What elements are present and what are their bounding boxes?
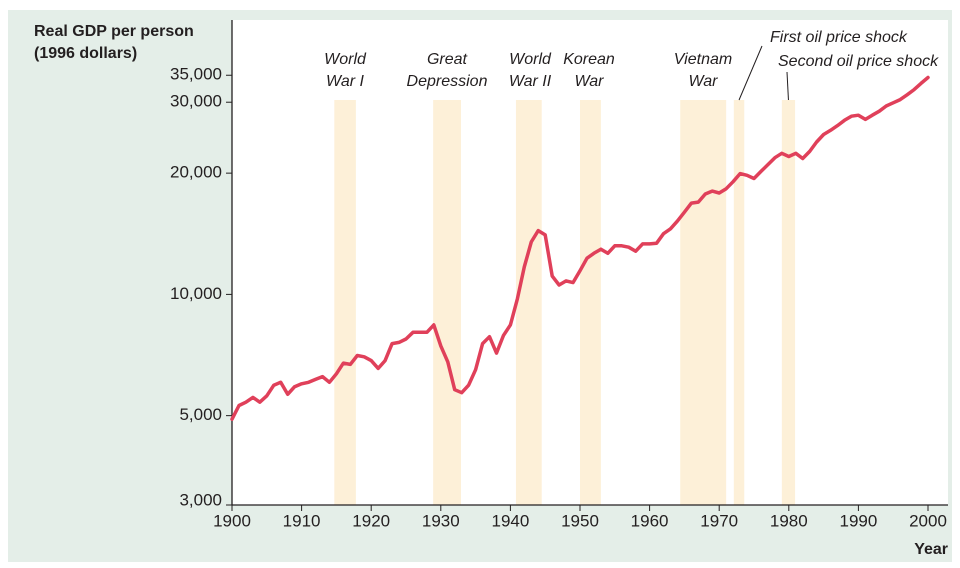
y-tick-label: 10,000 <box>170 284 222 303</box>
x-tick-label: 1960 <box>631 511 669 530</box>
period-label: Korean <box>563 51 615 68</box>
period-label: World <box>509 51 552 68</box>
period-label: War <box>688 73 718 90</box>
x-tick-label: 1920 <box>352 511 390 530</box>
period-band <box>733 100 745 505</box>
y-axis-title: Real GDP per person <box>34 23 194 40</box>
y-tick-label: 35,000 <box>170 65 222 84</box>
leader-line <box>738 45 763 101</box>
period-band <box>680 100 727 505</box>
y-axis-title: (1996 dollars) <box>34 45 137 62</box>
x-tick-label: 1990 <box>839 511 877 530</box>
x-tick-label: 1980 <box>770 511 808 530</box>
x-tick-label: 1900 <box>213 511 251 530</box>
period-label: World <box>324 51 367 68</box>
period-label: Vietnam <box>674 51 732 68</box>
y-tick-label: 30,000 <box>170 92 222 111</box>
period-label: War <box>574 73 604 90</box>
x-tick-label: 1940 <box>491 511 529 530</box>
x-axis-title: Year <box>914 541 948 558</box>
period-label: Second oil price shock <box>778 53 939 70</box>
y-tick-label: 20,000 <box>170 163 222 182</box>
y-tick-label: 3,000 <box>179 490 222 509</box>
period-label: War I <box>326 73 364 90</box>
x-tick-label: 1930 <box>422 511 460 530</box>
period-label: War II <box>509 73 552 90</box>
period-label: Depression <box>407 73 488 90</box>
period-band <box>781 100 796 505</box>
period-label: First oil price shock <box>770 29 908 46</box>
x-tick-label: 1970 <box>700 511 738 530</box>
data-line <box>230 75 930 421</box>
period-band <box>334 100 356 505</box>
period-label: Great <box>427 51 468 68</box>
period-band <box>515 100 542 505</box>
period-band <box>433 100 461 505</box>
x-tick-label: 1950 <box>561 511 599 530</box>
y-tick-label: 5,000 <box>179 405 222 424</box>
leader-line <box>786 71 789 101</box>
period-band <box>580 100 601 505</box>
x-tick-label: 1910 <box>283 511 321 530</box>
x-tick-label: 2000 <box>909 511 947 530</box>
